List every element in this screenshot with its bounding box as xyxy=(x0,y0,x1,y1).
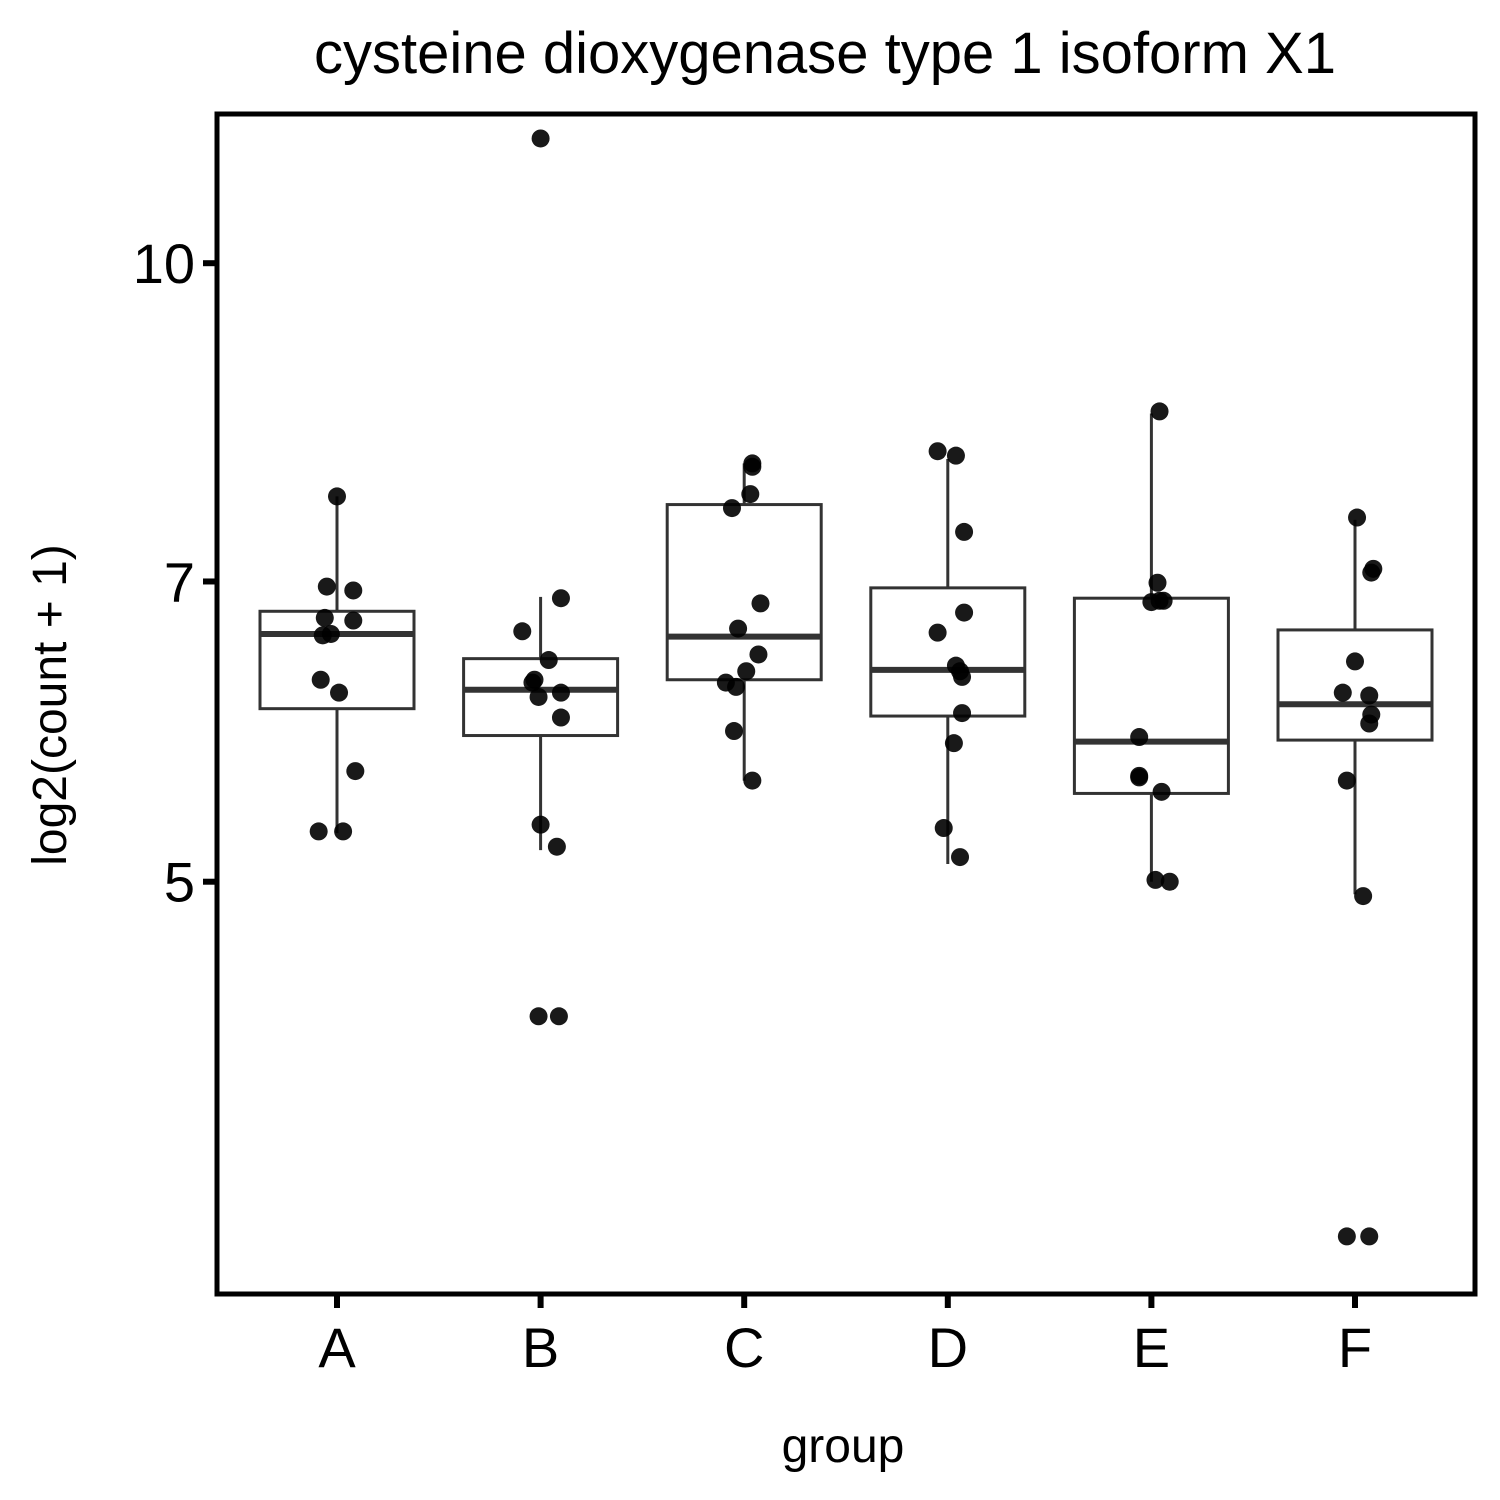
data-point xyxy=(547,837,566,856)
data-point xyxy=(1346,652,1364,671)
data-point xyxy=(928,623,947,642)
box-group-b xyxy=(462,596,620,851)
data-point xyxy=(529,687,548,706)
box-group-c xyxy=(665,463,823,781)
data-point xyxy=(1130,768,1149,787)
data-point xyxy=(551,708,570,727)
data-point xyxy=(946,446,965,465)
data-point xyxy=(523,673,542,692)
data-point xyxy=(729,619,748,638)
data-point xyxy=(1337,1227,1356,1246)
data-point xyxy=(722,499,741,518)
data-point xyxy=(749,645,768,664)
data-point xyxy=(953,704,972,723)
data-point xyxy=(928,442,947,461)
x-axis: A B C D E F xyxy=(318,1294,1372,1379)
x-tick-label: F xyxy=(1338,1316,1372,1379)
data-point xyxy=(1360,714,1379,733)
box xyxy=(462,657,620,738)
data-point xyxy=(1130,728,1149,747)
data-point xyxy=(1337,771,1356,790)
y-tick-label: 5 xyxy=(164,851,195,914)
data-point xyxy=(934,819,953,838)
data-point xyxy=(955,603,974,622)
data-point xyxy=(944,734,963,753)
data-point xyxy=(727,677,746,696)
data-points xyxy=(309,129,1383,1246)
data-point xyxy=(346,762,365,781)
box-group-f xyxy=(1276,519,1434,895)
data-point xyxy=(531,815,550,834)
data-point xyxy=(1146,870,1165,889)
data-point xyxy=(741,485,760,504)
data-point xyxy=(344,581,363,600)
data-point xyxy=(334,822,353,841)
data-point xyxy=(1354,887,1373,906)
data-point xyxy=(743,771,762,790)
data-point xyxy=(737,662,756,681)
plot-frame xyxy=(214,111,1478,1297)
box xyxy=(869,586,1027,718)
data-point xyxy=(955,522,974,541)
data-point xyxy=(313,626,332,645)
y-tick-label: 10 xyxy=(133,232,195,295)
x-tick-label: E xyxy=(1133,1316,1170,1379)
data-point xyxy=(743,457,762,476)
x-tick-label: B xyxy=(522,1316,559,1379)
data-point xyxy=(1152,782,1171,801)
data-point xyxy=(1148,573,1167,592)
box-group-e xyxy=(1072,413,1230,882)
data-point xyxy=(1362,563,1381,582)
data-point xyxy=(1333,683,1352,702)
data-point xyxy=(1142,593,1161,612)
data-point xyxy=(551,683,570,702)
data-point xyxy=(531,129,550,148)
box xyxy=(1276,628,1434,742)
data-point xyxy=(309,822,328,841)
x-tick-label: D xyxy=(928,1316,968,1379)
data-point xyxy=(725,722,744,741)
data-point xyxy=(1160,872,1179,891)
y-axis: 5 7 10 xyxy=(133,232,217,914)
box-group-a xyxy=(258,496,416,834)
data-point xyxy=(1360,1227,1379,1246)
data-point xyxy=(953,667,972,686)
data-point xyxy=(1360,686,1379,705)
data-point xyxy=(1150,402,1169,421)
data-point xyxy=(1348,508,1367,527)
plot-area xyxy=(258,129,1434,1246)
data-point xyxy=(311,670,330,689)
data-point xyxy=(551,589,570,608)
data-point xyxy=(344,611,363,630)
data-point xyxy=(951,848,970,867)
data-point xyxy=(751,594,770,613)
data-point xyxy=(549,1007,568,1026)
x-axis-title: group xyxy=(782,1420,905,1473)
box xyxy=(1072,596,1230,795)
y-tick-label: 7 xyxy=(164,550,195,613)
data-point xyxy=(315,608,334,627)
data-point xyxy=(330,683,349,702)
y-axis-title: log2(count + 1) xyxy=(24,544,77,866)
x-tick-label: A xyxy=(318,1316,356,1379)
data-point xyxy=(529,1007,548,1026)
x-tick-label: C xyxy=(724,1316,764,1379)
box-group-d xyxy=(869,458,1027,865)
data-point xyxy=(317,577,336,596)
box xyxy=(665,503,823,682)
data-point xyxy=(328,487,346,506)
chart-title: cysteine dioxygenase type 1 isoform X1 xyxy=(314,21,1336,86)
data-point xyxy=(513,622,532,641)
data-point xyxy=(539,651,558,670)
